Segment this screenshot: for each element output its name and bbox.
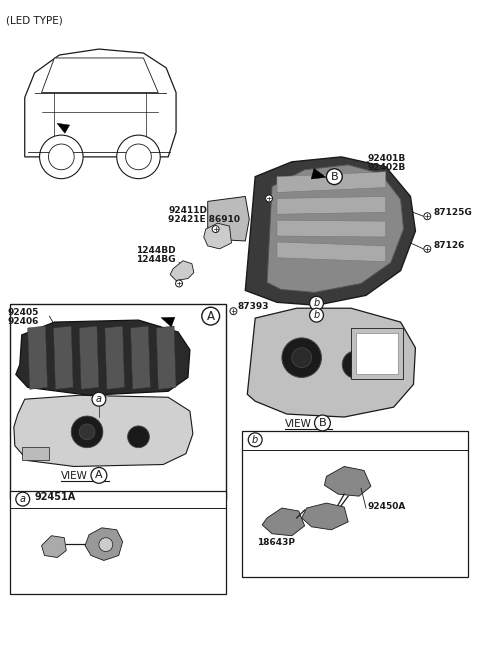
Text: a: a [96, 394, 102, 404]
Circle shape [310, 296, 324, 310]
Text: A: A [95, 470, 103, 480]
Text: 92402B: 92402B [368, 163, 406, 172]
Circle shape [126, 144, 151, 170]
Text: B: B [331, 171, 338, 182]
Circle shape [99, 537, 113, 552]
FancyBboxPatch shape [242, 431, 468, 578]
Polygon shape [311, 168, 326, 179]
Circle shape [292, 348, 312, 367]
Polygon shape [85, 528, 123, 560]
Polygon shape [277, 242, 386, 261]
Circle shape [230, 307, 237, 315]
Polygon shape [79, 326, 99, 390]
Circle shape [92, 392, 106, 406]
Text: 18643P: 18643P [257, 537, 295, 547]
Text: b: b [252, 435, 258, 445]
Circle shape [326, 169, 342, 185]
Polygon shape [53, 326, 73, 390]
Circle shape [424, 213, 431, 219]
Polygon shape [161, 317, 175, 327]
Circle shape [282, 338, 322, 378]
Text: 92411D: 92411D [168, 206, 207, 215]
Circle shape [342, 351, 370, 378]
Polygon shape [57, 124, 70, 133]
FancyBboxPatch shape [10, 491, 226, 594]
Circle shape [202, 307, 219, 325]
Polygon shape [277, 171, 386, 193]
Polygon shape [204, 223, 231, 249]
Polygon shape [16, 320, 190, 396]
Circle shape [48, 144, 74, 170]
Text: 92405: 92405 [8, 308, 39, 317]
Polygon shape [208, 196, 249, 241]
Text: 87393: 87393 [238, 302, 269, 311]
Polygon shape [42, 535, 66, 558]
FancyBboxPatch shape [356, 333, 397, 374]
Polygon shape [277, 220, 386, 237]
FancyBboxPatch shape [10, 304, 226, 499]
Text: 92450A: 92450A [368, 502, 407, 511]
Polygon shape [277, 196, 386, 214]
Text: 92401B: 92401B [368, 154, 406, 163]
Circle shape [39, 135, 83, 179]
Text: 1244BG: 1244BG [136, 255, 176, 264]
Circle shape [176, 280, 182, 287]
Circle shape [265, 195, 273, 202]
Polygon shape [25, 49, 176, 157]
Circle shape [128, 426, 149, 447]
Text: (LED TYPE): (LED TYPE) [6, 15, 63, 26]
Polygon shape [131, 326, 150, 390]
Polygon shape [28, 326, 48, 390]
Text: B: B [319, 418, 326, 428]
Circle shape [71, 416, 103, 447]
Polygon shape [247, 308, 416, 417]
Polygon shape [267, 165, 404, 292]
Text: 92421E 86910: 92421E 86910 [168, 215, 240, 224]
Polygon shape [156, 326, 176, 390]
Circle shape [91, 468, 107, 484]
Circle shape [117, 135, 160, 179]
Text: a: a [20, 494, 26, 504]
Polygon shape [302, 503, 348, 530]
Polygon shape [170, 261, 194, 281]
Circle shape [424, 246, 431, 252]
Text: b: b [313, 298, 320, 308]
Polygon shape [14, 396, 193, 466]
Text: A: A [207, 309, 215, 323]
FancyBboxPatch shape [351, 328, 403, 380]
Polygon shape [105, 326, 125, 390]
Text: 92406: 92406 [8, 317, 39, 326]
Polygon shape [245, 157, 416, 306]
Text: 87125G: 87125G [433, 208, 472, 217]
Text: VIEW: VIEW [285, 419, 312, 429]
Text: 1244BD: 1244BD [136, 246, 176, 255]
Circle shape [310, 308, 324, 322]
FancyBboxPatch shape [22, 447, 49, 459]
Text: 1463AA: 1463AA [273, 185, 312, 194]
Text: VIEW: VIEW [61, 472, 88, 482]
Text: b: b [313, 310, 320, 320]
Polygon shape [262, 508, 305, 535]
Circle shape [212, 225, 219, 233]
Circle shape [248, 433, 262, 447]
Polygon shape [42, 58, 158, 93]
Circle shape [16, 492, 30, 506]
Text: 92451A: 92451A [35, 492, 76, 502]
Polygon shape [324, 466, 371, 496]
Circle shape [314, 415, 330, 431]
Circle shape [79, 424, 95, 440]
Text: 87126: 87126 [433, 241, 465, 250]
